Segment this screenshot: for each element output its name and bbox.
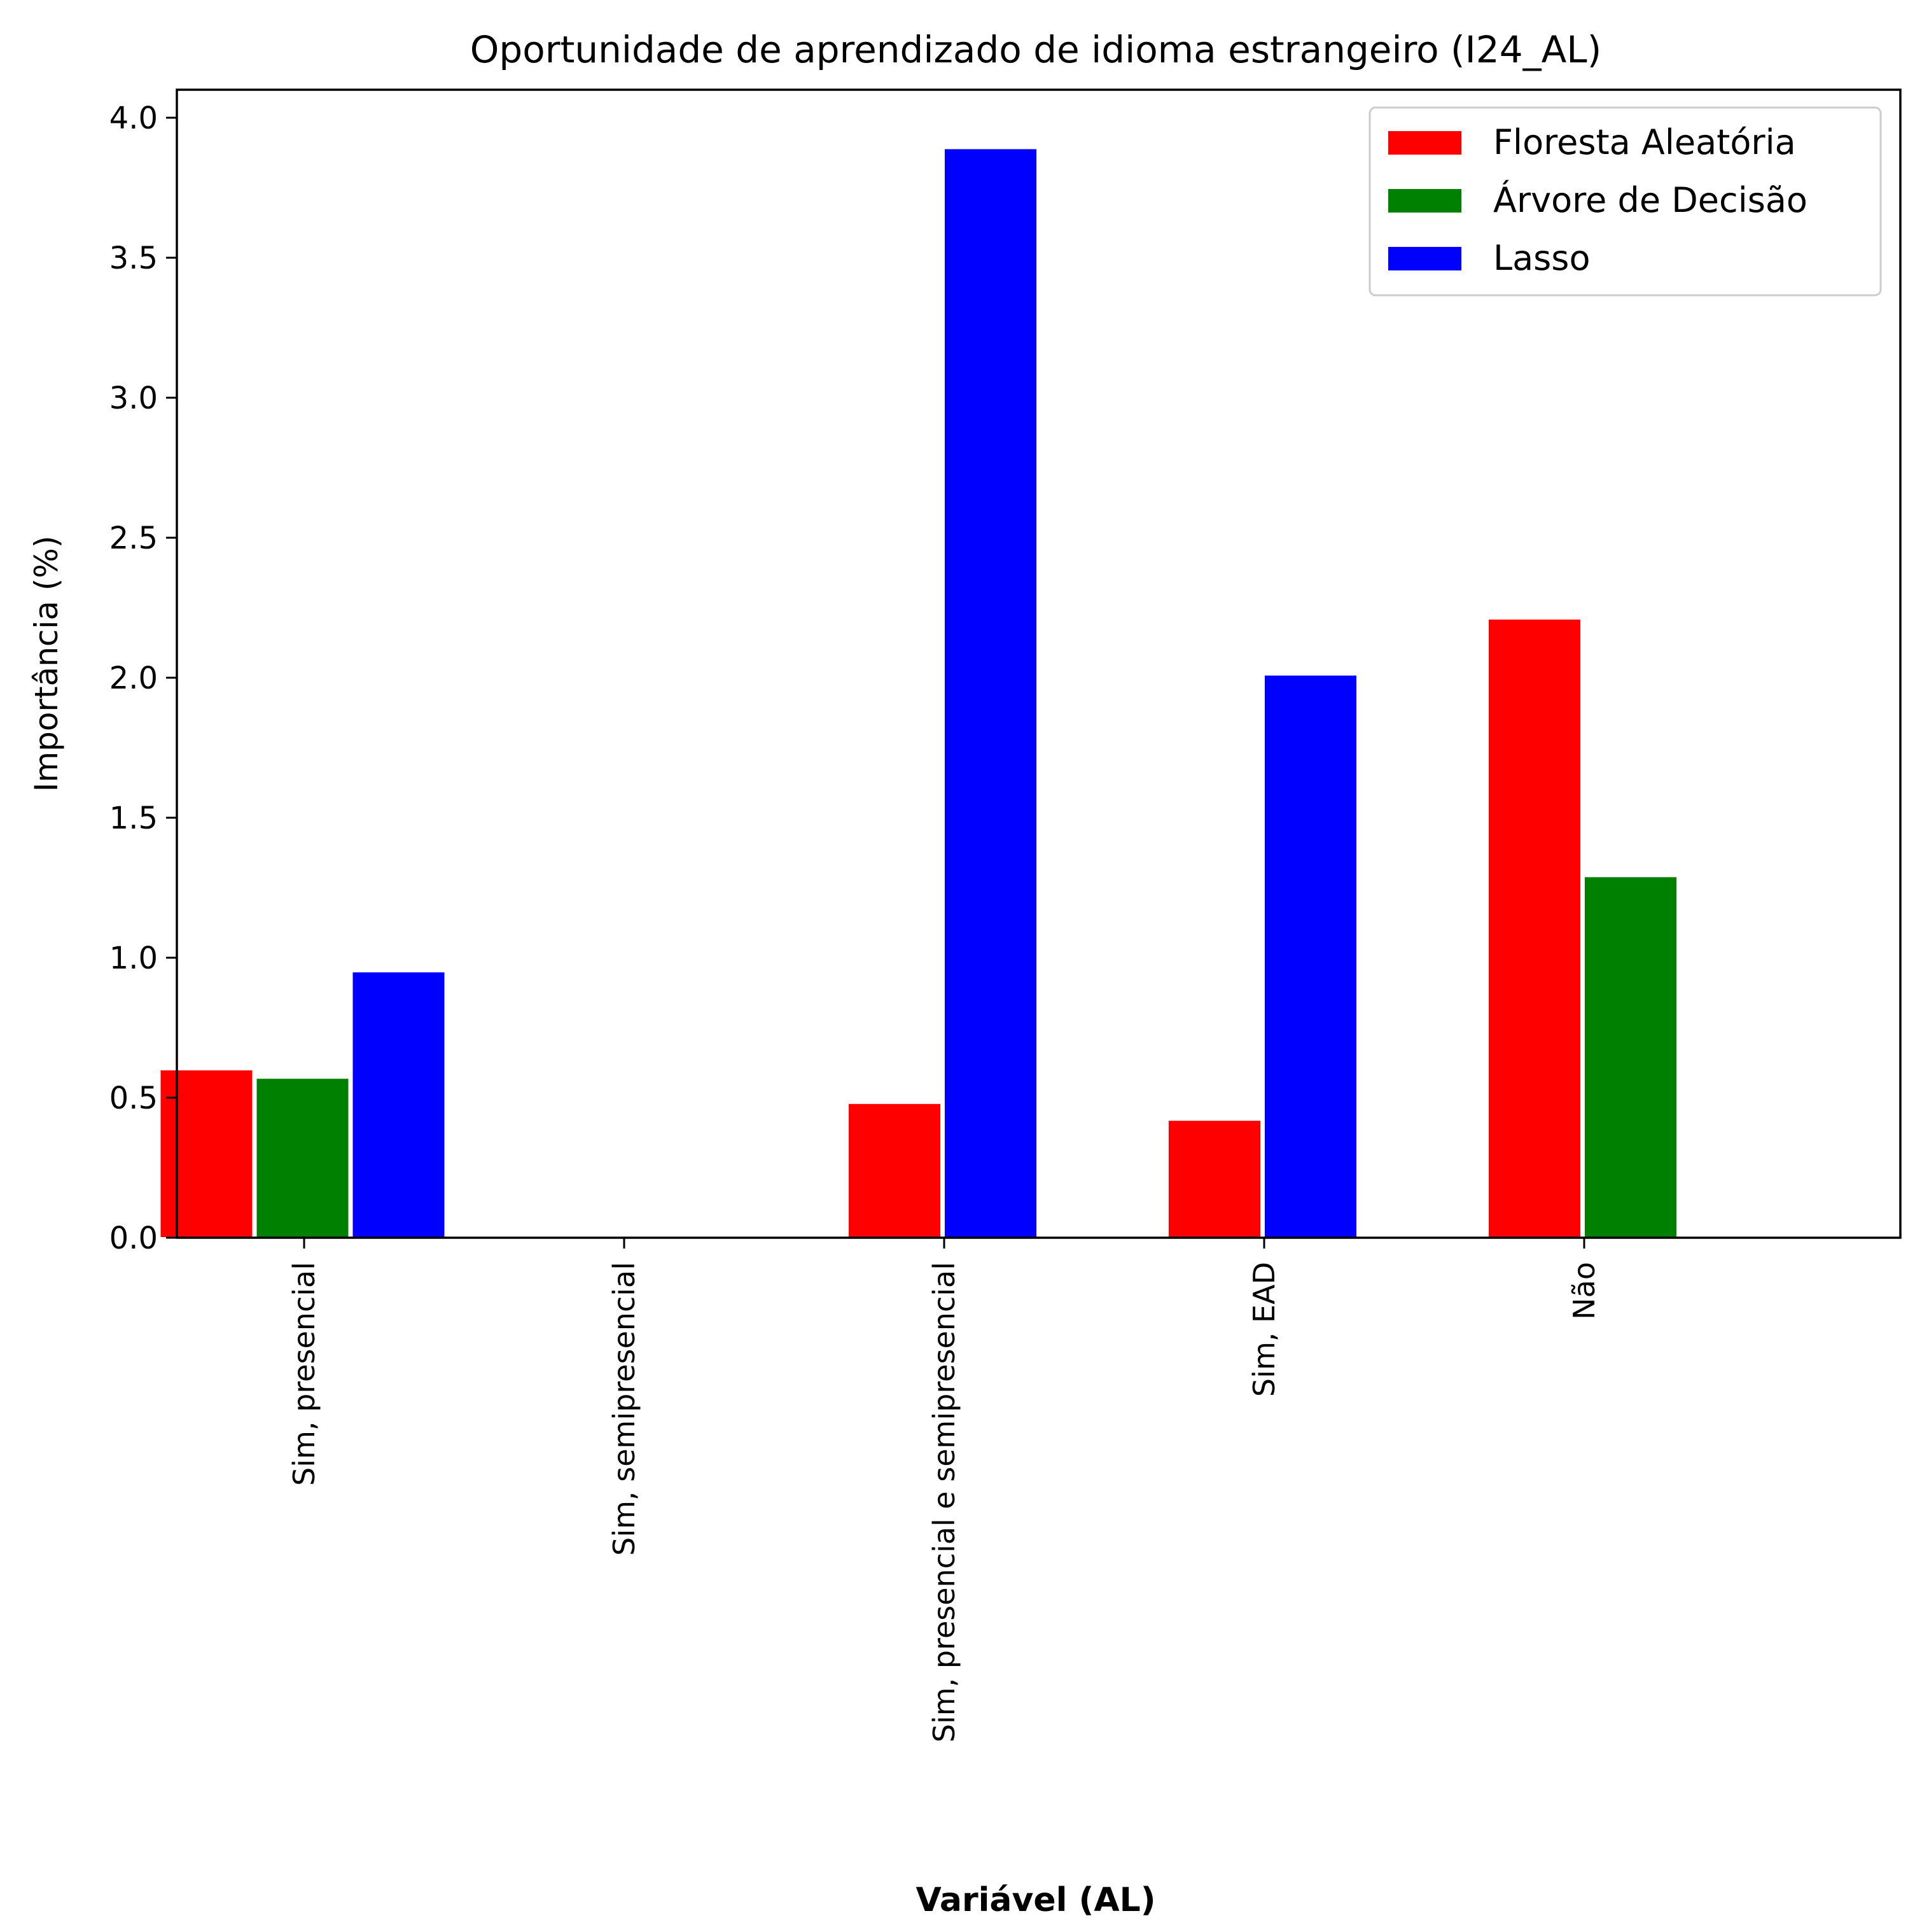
bar	[944, 148, 1038, 1238]
y-tick-label: 3.5	[109, 241, 158, 276]
legend-label: Floresta Aleatória	[1493, 122, 1796, 162]
y-tick-label: 4.0	[109, 101, 158, 136]
y-axis-label: Importância (%)	[28, 536, 65, 792]
x-tick-label: Não	[1567, 1262, 1601, 1320]
plot-frame	[176, 88, 1902, 1239]
y-tick-label: 1.5	[109, 801, 158, 836]
bar	[255, 1077, 350, 1238]
bar	[847, 1102, 942, 1239]
x-tick-label: Sim, presencial	[287, 1262, 321, 1486]
y-tick-label: 3.0	[109, 381, 158, 416]
x-axis: Sim, presencial Sim, semipresencial Sim, p…	[287, 1238, 1601, 1742]
y-tick-label: 0.0	[109, 1221, 158, 1256]
bar	[1264, 674, 1358, 1238]
bar	[1167, 1119, 1262, 1238]
legend-swatch	[1388, 247, 1461, 270]
x-axis-label: Variável (AL)	[916, 1881, 1155, 1919]
y-tick-label: 2.0	[109, 661, 158, 696]
bar	[351, 971, 446, 1238]
legend-label: Lasso	[1493, 238, 1590, 278]
chart-title: Oportunidade de aprendizado de idioma es…	[470, 28, 1601, 71]
legend: Floresta Aleatória Árvore de Decisão Lasso	[1368, 106, 1882, 297]
bar	[1584, 876, 1678, 1238]
bar	[1487, 618, 1582, 1238]
y-axis: 0.0 0.5 1.0 1.5 2.0 2.5 3.0 3.5 4.0	[109, 101, 177, 1256]
legend-frame	[1368, 106, 1882, 297]
legend-swatch	[1388, 189, 1461, 213]
legend-label: Árvore de Decisão	[1493, 180, 1807, 220]
bar	[159, 1069, 254, 1238]
bars-layer	[159, 148, 1678, 1239]
legend-swatch	[1388, 131, 1461, 155]
x-tick-label: Sim, EAD	[1247, 1262, 1281, 1397]
y-tick-label: 1.0	[109, 941, 158, 976]
x-tick-label: Sim, semipresencial	[607, 1262, 641, 1556]
x-tick-label: Sim, presencial e semipresencial	[927, 1262, 961, 1742]
y-tick-label: 2.5	[109, 521, 158, 556]
y-tick-label: 0.5	[109, 1081, 158, 1116]
